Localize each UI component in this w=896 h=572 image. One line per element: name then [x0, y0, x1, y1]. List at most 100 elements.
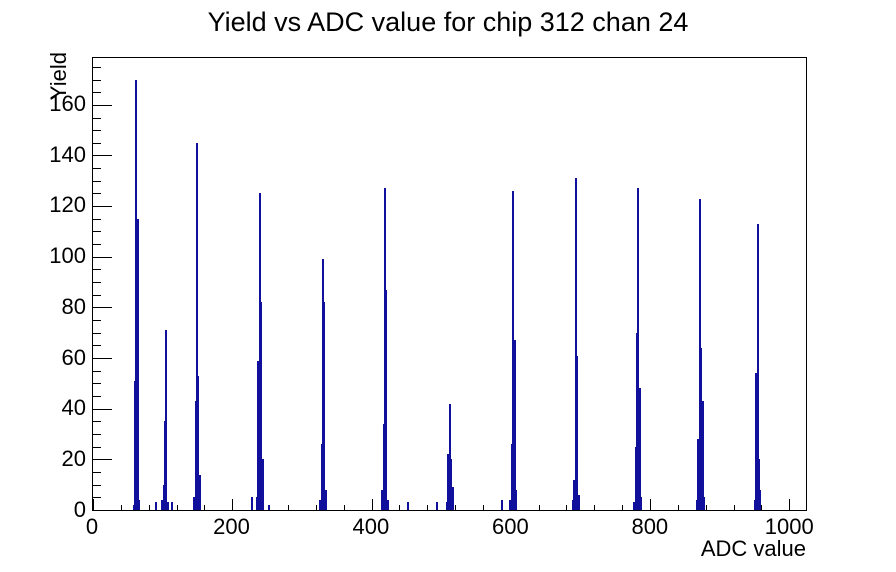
histogram-bar [436, 502, 439, 510]
histogram-bar [138, 499, 141, 510]
y-minor-tick [93, 79, 101, 81]
x-minor-tick [482, 505, 484, 510]
y-tick-label: 0 [73, 497, 86, 522]
y-tick-label: 80 [61, 293, 86, 319]
y-major-tick [93, 358, 112, 360]
histogram-bar [637, 188, 640, 510]
x-minor-tick [287, 505, 289, 510]
x-minor-tick [566, 505, 568, 510]
y-major-tick [93, 104, 112, 106]
y-tick-label: 40 [61, 395, 86, 421]
y-minor-tick [93, 180, 101, 182]
y-minor-tick [93, 320, 101, 322]
histogram-bar [154, 502, 157, 510]
histogram-bar [450, 459, 453, 510]
y-minor-tick [93, 244, 101, 246]
y-major-tick [93, 307, 112, 309]
x-major-tick [371, 499, 373, 510]
x-major-tick [93, 499, 94, 510]
x-tick-label: 400 [352, 514, 390, 539]
y-minor-tick [93, 130, 101, 132]
x-minor-tick [399, 505, 401, 510]
y-minor-tick [93, 472, 101, 474]
histogram-bar [386, 499, 389, 510]
y-tick-label: 120 [49, 192, 86, 218]
y-minor-tick [93, 269, 101, 271]
y-major-tick [93, 256, 112, 258]
histogram-bar [198, 474, 201, 510]
y-minor-tick [93, 421, 101, 423]
histogram-bar [640, 497, 643, 510]
x-tick-label: 1000 [764, 514, 814, 539]
y-tick-label: 60 [61, 344, 86, 370]
y-major-tick [93, 510, 112, 511]
histogram-bar [324, 489, 327, 510]
histogram-bar [197, 375, 200, 510]
y-minor-tick [93, 446, 101, 448]
histogram-bar [170, 502, 173, 510]
x-minor-tick [120, 505, 122, 510]
x-major-tick [789, 499, 791, 510]
histogram-bar [514, 489, 517, 510]
y-minor-tick [93, 231, 101, 233]
y-minor-tick [93, 142, 101, 144]
histogram-bar [251, 497, 254, 510]
x-minor-tick [455, 505, 457, 510]
histogram-bar [261, 459, 264, 510]
y-minor-tick [93, 370, 101, 372]
histogram-bar [166, 502, 169, 510]
histogram-bar [323, 302, 326, 510]
histogram-bar [701, 401, 704, 510]
x-minor-tick [538, 505, 540, 510]
y-major-tick [93, 408, 112, 410]
y-minor-tick [93, 345, 101, 347]
histogram-bar [702, 497, 705, 510]
histogram-bar [638, 388, 641, 510]
histogram-bar [260, 302, 263, 510]
x-minor-tick [427, 505, 429, 510]
x-minor-tick [176, 505, 178, 510]
y-major-tick [93, 459, 112, 461]
histogram-bar [759, 489, 762, 510]
y-minor-tick [93, 218, 101, 220]
y-major-tick [93, 155, 112, 157]
histogram-bar [451, 487, 454, 510]
x-minor-tick [204, 505, 206, 510]
y-minor-tick [93, 193, 101, 195]
y-major-tick [93, 206, 112, 208]
y-tick-label: 20 [61, 446, 86, 472]
y-minor-tick [93, 383, 101, 385]
y-minor-tick [93, 434, 101, 436]
y-tick-label: 160 [49, 90, 86, 116]
x-tick-label: 800 [631, 514, 669, 539]
histogram-bar [756, 223, 759, 510]
x-minor-tick [677, 505, 679, 510]
y-minor-tick [93, 168, 101, 170]
x-minor-tick [148, 505, 150, 510]
y-minor-tick [93, 497, 101, 499]
y-minor-tick [93, 294, 101, 296]
x-major-tick [650, 499, 652, 510]
x-minor-tick [315, 505, 317, 510]
histogram-bar [576, 355, 579, 510]
y-minor-tick [93, 396, 101, 398]
x-minor-tick [705, 505, 707, 510]
y-minor-tick [93, 484, 101, 486]
y-tick-label: 100 [49, 243, 86, 269]
y-minor-tick [93, 117, 101, 119]
histogram-bar [136, 218, 139, 510]
y-tick-label: 140 [49, 141, 86, 167]
y-minor-tick [93, 66, 101, 68]
x-minor-tick [622, 505, 624, 510]
histogram-bar [448, 403, 451, 510]
histogram-bar [577, 494, 580, 510]
x-minor-tick [761, 505, 763, 510]
histogram-bar [407, 502, 410, 510]
x-minor-tick [733, 505, 735, 510]
x-minor-tick [594, 505, 596, 510]
histogram-bar [757, 459, 760, 510]
x-tick-label: 600 [492, 514, 529, 539]
histogram-bar [196, 142, 199, 510]
x-axis-title: ADC value [700, 536, 806, 561]
